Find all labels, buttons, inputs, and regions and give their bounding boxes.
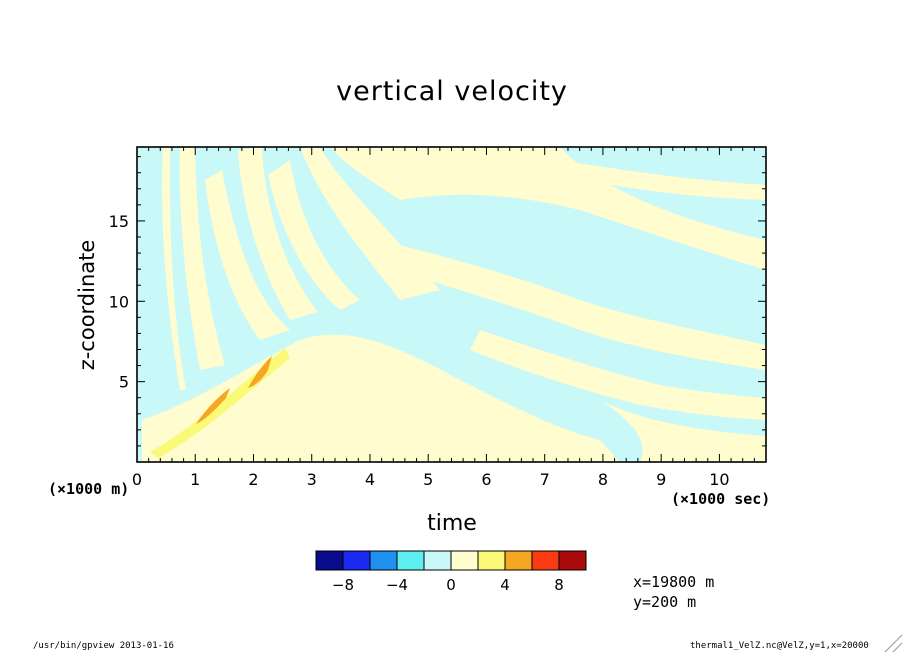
x-tick-label: 9 (656, 470, 666, 489)
colorbar-swatch (342, 550, 371, 571)
y-tick-label: 15 (109, 212, 129, 231)
colorbar-swatch (369, 550, 398, 571)
annotation-x: x=19800 m (633, 573, 715, 591)
x-tick-label: 5 (423, 470, 433, 489)
colorbar-tick-label: 4 (500, 576, 510, 594)
annotation-y: y=200 m (633, 593, 697, 611)
plot-area (137, 147, 766, 462)
colorbar: −8 −4 0 4 8 (315, 550, 587, 594)
colorbar-swatch (450, 550, 479, 571)
x-tick-label: 4 (365, 470, 375, 489)
y-axis: 5 10 15 (109, 156, 766, 447)
colorbar-swatch (315, 550, 344, 571)
resize-grip-line (884, 634, 903, 653)
x-tick-label: 2 (248, 470, 258, 489)
x-axis: 0 1 2 3 4 5 6 7 8 9 10 (132, 147, 767, 489)
x-tick-label: 1 (190, 470, 200, 489)
y-tick-label: 10 (109, 292, 129, 311)
x-tick-label: 8 (598, 470, 608, 489)
colorbar-swatch (396, 550, 425, 571)
colorbar-swatch (558, 550, 587, 571)
chart-title: vertical velocity (336, 76, 568, 107)
footer-source: thermal1_VelZ.nc@VelZ,y=1,x=20000 (690, 641, 869, 651)
colorbar-tick-label: −4 (386, 576, 408, 594)
colorbar-tick-label: 8 (554, 576, 564, 594)
contour-band-4a (196, 388, 230, 424)
y-axis-label: z-coordinate (75, 239, 99, 371)
resize-grip-line (892, 642, 903, 653)
y-axis-unit: (×1000 m) (48, 480, 130, 498)
x-axis-unit: (×1000 sec) (671, 490, 771, 508)
colorbar-tick-label: −8 (332, 576, 354, 594)
contour-band-4b (248, 356, 272, 388)
x-tick-label: 6 (481, 470, 491, 489)
colorbar-swatch (477, 550, 506, 571)
y-tick-label: 5 (119, 373, 129, 392)
colorbar-swatch (423, 550, 452, 571)
colorbar-swatch (531, 550, 560, 571)
x-tick-label: 0 (132, 470, 142, 489)
footer-command: /usr/bin/gpview 2013-01-16 (33, 641, 174, 651)
x-axis-label: time (427, 511, 477, 536)
colorbar-swatch (504, 550, 533, 571)
contour-positive-regions (142, 147, 766, 462)
x-tick-label: 10 (709, 470, 729, 489)
x-tick-label: 7 (540, 470, 550, 489)
x-tick-label: 3 (307, 470, 317, 489)
colorbar-tick-label: 0 (446, 576, 456, 594)
